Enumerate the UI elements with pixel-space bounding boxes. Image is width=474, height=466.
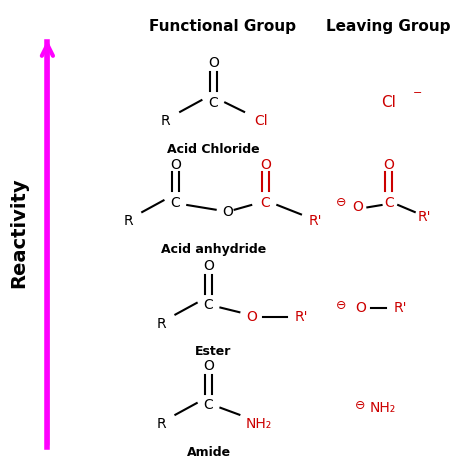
Text: O: O: [353, 200, 363, 214]
Text: C: C: [209, 96, 218, 110]
Text: Ester: Ester: [195, 345, 231, 358]
Text: NH₂: NH₂: [245, 417, 272, 431]
Text: R: R: [156, 417, 166, 431]
Text: O: O: [355, 301, 365, 315]
Text: Amide: Amide: [186, 445, 231, 459]
Text: R: R: [156, 317, 166, 331]
Text: R': R': [309, 214, 322, 228]
Text: C: C: [204, 298, 213, 312]
Text: ⊖: ⊖: [355, 399, 365, 412]
Text: −: −: [412, 88, 422, 98]
Text: R': R': [394, 301, 407, 315]
Text: O: O: [246, 310, 256, 324]
Text: O: O: [222, 205, 233, 219]
Text: Acid anhydride: Acid anhydride: [161, 243, 266, 256]
Text: R': R': [418, 210, 431, 224]
Text: ⊖: ⊖: [336, 299, 346, 312]
Text: O: O: [170, 158, 181, 172]
Text: R: R: [161, 114, 171, 128]
Text: Cl: Cl: [254, 114, 267, 128]
Text: C: C: [384, 196, 393, 210]
Text: C: C: [261, 196, 270, 210]
Text: Functional Group: Functional Group: [149, 19, 296, 34]
Text: ⊖: ⊖: [336, 196, 346, 209]
Text: Cl: Cl: [381, 95, 396, 110]
Text: R': R': [294, 310, 308, 324]
Text: Acid Chloride: Acid Chloride: [167, 143, 260, 156]
Text: O: O: [203, 259, 214, 273]
Text: O: O: [208, 56, 219, 70]
Text: Leaving Group: Leaving Group: [327, 19, 451, 34]
Text: C: C: [171, 196, 180, 210]
Text: O: O: [260, 158, 271, 172]
Text: NH₂: NH₂: [370, 401, 396, 415]
Text: O: O: [383, 158, 394, 172]
Text: Reactivity: Reactivity: [9, 178, 28, 288]
Text: C: C: [204, 398, 213, 412]
Text: O: O: [203, 359, 214, 373]
Text: R: R: [123, 214, 133, 228]
